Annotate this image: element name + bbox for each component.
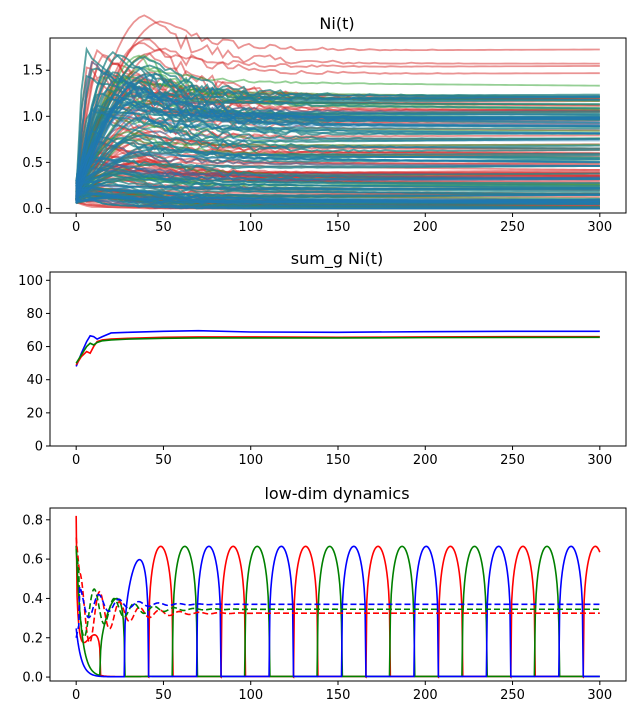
y-tick-label: 60	[26, 340, 43, 355]
y-tick-label: 40	[26, 373, 43, 388]
x-tick-label: 300	[587, 220, 612, 235]
axes-frame	[49, 271, 627, 447]
trajectory-line	[75, 55, 600, 204]
y-tick-label: 0.4	[22, 592, 43, 607]
panel-ni-t: Ni(t) 0 50 100 150 200 250 300 0.0 0.5 1.0 1.5	[22, 14, 627, 235]
trajectory-line	[76, 193, 600, 208]
x-tick-label: 50	[155, 688, 172, 703]
trajectory-line	[75, 42, 600, 192]
y-tick-label: 0.0	[22, 671, 43, 686]
trajectory-line	[75, 104, 600, 204]
plot-area	[75, 329, 600, 367]
axes-frame	[49, 507, 627, 682]
trajectory-line	[75, 134, 600, 186]
x-axis: 0 50 100 150 200 250 300	[72, 681, 612, 703]
trajectory-line	[75, 119, 600, 204]
oscillation-line	[75, 515, 601, 679]
oscillation-line	[75, 545, 600, 678]
trajectory-line	[75, 160, 600, 187]
mean-line	[75, 549, 600, 639]
x-tick-label: 200	[413, 220, 438, 235]
series-line	[75, 329, 600, 367]
x-tick-label: 300	[587, 688, 612, 703]
trajectory-line	[75, 141, 600, 204]
panel-sum-ni: sum_g Ni(t) 0 50 100 150 200 250 300 0 20 40 60 80…	[18, 249, 627, 468]
y-tick-label: 0.8	[22, 513, 43, 528]
x-tick-label: 200	[413, 453, 438, 468]
y-tick-label: 100	[18, 274, 43, 289]
x-tick-label: 0	[72, 453, 80, 468]
mean-line	[75, 586, 600, 638]
trajectory-line	[75, 180, 600, 196]
series-line	[75, 335, 600, 366]
x-tick-label: 150	[326, 453, 351, 468]
trajectory-line	[75, 20, 600, 189]
x-axis: 0 50 100 150 200 250 300	[72, 213, 612, 235]
x-tick-label: 100	[238, 220, 263, 235]
y-tick-label: 0.6	[22, 553, 43, 568]
series-line	[75, 336, 600, 364]
trajectory-line	[75, 151, 600, 185]
trajectory-line	[76, 188, 600, 197]
y-tick-label: 0.2	[22, 631, 43, 646]
trajectory-line	[75, 103, 600, 201]
y-axis: 0.0 0.2 0.4 0.6 0.8	[22, 513, 50, 686]
trajectory-line	[75, 94, 600, 182]
y-tick-label: 0	[35, 440, 43, 455]
trajectory-line	[75, 105, 600, 195]
trajectory-line	[75, 46, 600, 193]
x-tick-label: 150	[326, 688, 351, 703]
x-tick-label: 100	[238, 688, 263, 703]
trajectory-line	[75, 147, 600, 186]
trajectory-line	[76, 193, 600, 206]
y-tick-label: 0.5	[22, 156, 43, 171]
chart-title: sum_g Ni(t)	[291, 249, 383, 269]
plot-area	[75, 515, 601, 679]
x-tick-label: 0	[72, 220, 80, 235]
trajectory-line	[75, 14, 600, 182]
x-tick-label: 0	[72, 688, 80, 703]
chart-title: Ni(t)	[319, 14, 354, 33]
trajectory-line	[75, 38, 600, 194]
x-tick-label: 300	[587, 453, 612, 468]
trajectory-line	[76, 178, 600, 191]
y-tick-label: 80	[26, 307, 43, 322]
y-tick-label: 0.0	[22, 202, 43, 217]
x-tick-label: 250	[500, 453, 525, 468]
x-axis: 0 50 100 150 200 250 300	[72, 446, 612, 468]
trajectory-line	[75, 109, 600, 187]
chart-title: low-dim dynamics	[264, 484, 409, 503]
x-tick-label: 250	[500, 688, 525, 703]
mean-line	[75, 537, 600, 644]
x-tick-label: 100	[238, 453, 263, 468]
x-tick-label: 150	[326, 220, 351, 235]
trajectory-line	[75, 174, 600, 189]
trajectory-line	[75, 67, 600, 184]
oscillation-line	[75, 545, 600, 678]
trajectory-line	[75, 52, 600, 183]
trajectory-line	[75, 64, 600, 189]
x-tick-label: 200	[413, 688, 438, 703]
trajectory-line	[75, 188, 600, 210]
x-tick-label: 50	[155, 453, 172, 468]
trajectory-line	[75, 167, 600, 188]
panel-low-dim: low-dim dynamics 0 50 100 150 200 250 300 0.00…	[22, 484, 627, 703]
trajectory-line	[75, 80, 600, 191]
y-axis: 0 20 40 60 80 100	[18, 274, 50, 455]
x-tick-label: 250	[500, 220, 525, 235]
y-tick-label: 1.5	[22, 64, 43, 79]
trajectory-line	[75, 153, 600, 189]
trajectory-line	[75, 97, 600, 193]
trajectory-line	[75, 154, 600, 196]
plot-area	[75, 14, 600, 210]
x-tick-label: 50	[155, 220, 172, 235]
trajectory-line	[75, 109, 600, 182]
y-axis: 0.0 0.5 1.0 1.5	[22, 64, 50, 217]
trajectory-line	[75, 73, 600, 200]
y-tick-label: 20	[26, 406, 43, 421]
y-tick-label: 1.0	[22, 110, 43, 125]
